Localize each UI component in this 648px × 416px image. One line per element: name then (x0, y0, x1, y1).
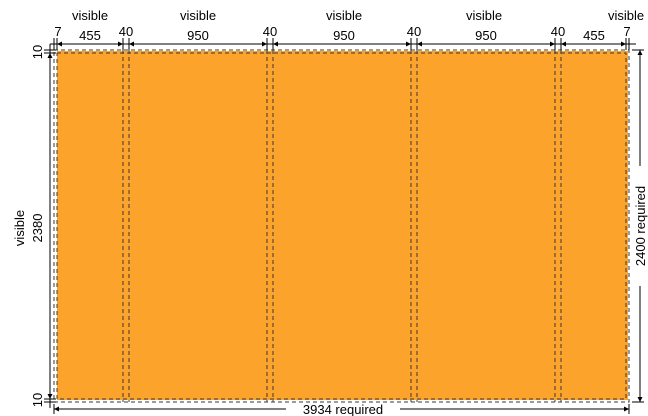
panel-area (57, 51, 628, 400)
right-dimension (632, 49, 644, 403)
width-label: 950 (187, 28, 209, 43)
outer-boundary (53, 49, 630, 403)
bottom-margin-label: 10 (30, 393, 45, 407)
visible-label: visible (180, 8, 216, 23)
top-dimension (50, 38, 636, 50)
required-width-label: 3934 required (303, 402, 383, 416)
bottom-dimension (53, 404, 630, 414)
width-label: 40 (551, 24, 565, 39)
width-label: 950 (333, 28, 355, 43)
required-height-label: 2400 required (633, 186, 648, 266)
visible-height-caption: visible (12, 210, 27, 246)
width-label: 7 (623, 24, 630, 39)
visible-label: visible (72, 8, 108, 23)
visible-height-label: 2380 (30, 214, 45, 243)
width-label: 455 (583, 28, 605, 43)
visible-label: visible (466, 8, 502, 23)
left-dimension (44, 44, 56, 408)
width-label: 455 (79, 28, 101, 43)
top-margin-label: 10 (30, 45, 45, 59)
visible-label: visible (608, 8, 644, 23)
width-label: 950 (475, 28, 497, 43)
width-label: 40 (407, 24, 421, 39)
seam-lines (122, 50, 562, 402)
width-label: 40 (263, 24, 277, 39)
visible-boundary (56, 52, 627, 400)
visible-label: visible (326, 8, 362, 23)
width-label: 40 (119, 24, 133, 39)
width-label: 7 (54, 24, 61, 39)
